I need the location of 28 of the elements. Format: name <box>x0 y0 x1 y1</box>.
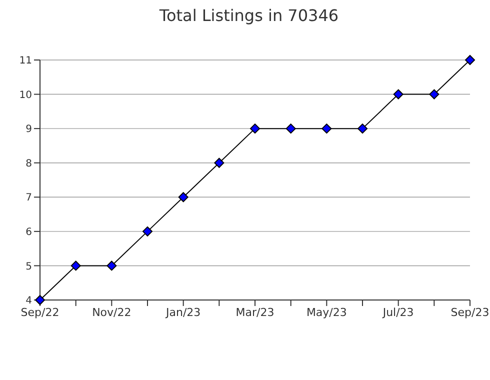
y-tick-label: 9 <box>26 124 32 136</box>
point <box>393 89 404 100</box>
point <box>465 55 475 65</box>
point <box>322 124 332 134</box>
x-tick-label: May/23 <box>306 306 347 319</box>
y-tick-label: 10 <box>19 90 32 101</box>
x-tick-label: Mar/23 <box>236 306 274 319</box>
y-tick-label: 6 <box>26 226 32 238</box>
chart-title: Total Listings in 70346 <box>158 6 340 27</box>
y-tick-label: 4 <box>26 296 32 307</box>
y-tick-label: 11 <box>19 56 32 67</box>
point <box>286 124 296 134</box>
y-tick-label: 7 <box>26 192 32 204</box>
x-tick-label: Nov/22 <box>92 306 132 319</box>
point <box>358 124 368 134</box>
point <box>429 89 440 100</box>
point <box>142 226 152 236</box>
y-tick-label: 5 <box>26 261 32 272</box>
x-tick-label: Sep/22 <box>20 306 60 319</box>
point <box>178 192 188 202</box>
point <box>250 124 260 134</box>
point <box>214 158 224 168</box>
point <box>70 260 81 271</box>
point <box>106 260 117 271</box>
x-tick-label: Jul/23 <box>382 306 414 319</box>
x-tick-label: Sep/23 <box>450 306 490 319</box>
y-tick-label: 8 <box>26 158 32 170</box>
x-tick-label: Jan/23 <box>164 306 201 319</box>
